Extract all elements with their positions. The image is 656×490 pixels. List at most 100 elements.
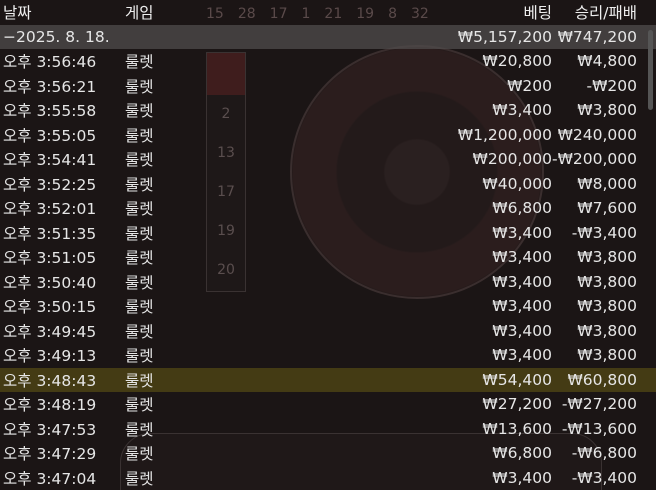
row-winloss: ₩3,800 [577,297,637,316]
row-game: 룰렛 [125,249,154,268]
recent-numbers: 15 28 17 1 21 19 8 32 [206,6,429,22]
row-bet: ₩200,000 [472,150,552,169]
row-time: 오후 3:48:43 [3,371,97,390]
table-row[interactable]: 오후 3:55:05 룰렛 ₩1,200,000 ₩240,000 [0,123,656,148]
row-game: 룰렛 [125,273,154,292]
history-number: 2 [221,106,231,122]
table-row[interactable]: 오후 3:52:01 룰렛 ₩6,800 ₩7,600 [0,196,656,221]
row-bet: ₩40,000 [482,174,552,193]
row-time: 오후 3:54:41 [3,151,97,170]
row-winloss: ₩8,000 [577,174,637,193]
row-bet: ₩3,400 [492,468,552,487]
row-winloss: ₩60,800 [567,370,637,389]
row-bet: ₩13,600 [482,419,552,438]
row-time: 오후 3:55:58 [3,102,97,121]
table-row[interactable]: 오후 3:52:25 룰렛 ₩40,000 ₩8,000 [0,172,656,197]
row-winloss: -₩6,800 [571,444,637,463]
table-row[interactable]: 오후 3:56:46 룰렛 ₩20,800 ₩4,800 [0,49,656,74]
table-row[interactable]: 오후 3:55:58 룰렛 ₩3,400 ₩3,800 [0,98,656,123]
row-winloss: -₩3,400 [571,223,637,242]
history-panel: 2 13 17 19 20 [206,52,246,292]
recent-number: 21 [324,6,343,22]
row-winloss: ₩3,800 [577,248,637,267]
table-row[interactable]: 오후 3:47:04 룰렛 ₩3,400 -₩3,400 [0,466,656,490]
row-time: 오후 3:48:19 [3,396,97,415]
row-winloss: ₩3,800 [577,272,637,291]
row-winloss: -₩13,600 [561,419,637,438]
row-bet: ₩3,400 [492,321,552,340]
row-time: 오후 3:51:35 [3,224,97,243]
table-row[interactable]: 오후 3:47:53 룰렛 ₩13,600 -₩13,600 [0,417,656,442]
table-row[interactable]: 오후 3:50:15 룰렛 ₩3,400 ₩3,800 [0,294,656,319]
row-bet: ₩20,800 [482,52,552,71]
row-time: 오후 3:47:53 [3,420,97,439]
row-game: 룰렛 [125,102,154,121]
recent-number: 17 [269,6,288,22]
row-winloss: -₩3,400 [571,468,637,487]
table-row[interactable]: 오후 3:54:41 룰렛 ₩200,000 -₩200,000 [0,147,656,172]
recent-number: 15 [206,6,224,22]
row-bet: ₩3,400 [492,101,552,120]
table-row[interactable]: 오후 3:49:13 룰렛 ₩3,400 ₩3,800 [0,343,656,368]
row-winloss: -₩27,200 [561,395,637,414]
recent-number: 19 [356,6,375,22]
row-bet: ₩200 [507,76,552,95]
row-game: 룰렛 [125,347,154,366]
row-time: 오후 3:56:21 [3,77,97,96]
row-bet: ₩3,400 [492,248,552,267]
header-game: 게임 [125,4,154,23]
row-game: 룰렛 [125,371,154,390]
recent-number: 28 [237,6,256,22]
table-row[interactable]: 오후 3:50:40 룰렛 ₩3,400 ₩3,800 [0,270,656,295]
row-game: 룰렛 [125,77,154,96]
row-game: 룰렛 [125,322,154,341]
row-time: 오후 3:50:40 [3,273,97,292]
row-game: 룰렛 [125,53,154,72]
date-group-row[interactable]: −2025. 8. 18. ₩5,157,200 ₩747,200 [0,24,656,49]
header-bet: 베팅 [523,4,552,23]
recent-number: 32 [410,6,429,22]
row-winloss: ₩3,800 [577,101,637,120]
table-row[interactable]: 오후 3:48:43 룰렛 ₩54,400 ₩60,800 [0,367,656,392]
row-time: 오후 3:49:13 [3,347,97,366]
row-bet: ₩27,200 [482,395,552,414]
group-date[interactable]: −2025. 8. 18. [3,27,110,46]
row-winloss: ₩4,800 [577,52,637,71]
row-winloss: ₩3,800 [577,346,637,365]
racetrack [120,433,602,490]
row-bet: ₩6,800 [492,444,552,463]
table-row[interactable]: 오후 3:51:35 룰렛 ₩3,400 -₩3,400 [0,221,656,246]
fire-icon [207,53,245,95]
recent-number: 1 [301,6,311,22]
row-bet: ₩3,400 [492,297,552,316]
row-bet: ₩3,400 [492,272,552,291]
row-winloss: ₩240,000 [557,125,637,144]
row-game: 룰렛 [125,298,154,317]
header-winloss: 승리/패배 [574,4,637,23]
row-time: 오후 3:55:05 [3,126,97,145]
row-game: 룰렛 [125,151,154,170]
row-time: 오후 3:52:25 [3,175,97,194]
row-game: 룰렛 [125,445,154,464]
group-winloss-total: ₩747,200 [557,27,637,46]
table-row[interactable]: 오후 3:48:19 룰렛 ₩27,200 -₩27,200 [0,392,656,417]
row-time: 오후 3:49:45 [3,322,97,341]
history-number: 17 [217,184,235,200]
row-game: 룰렛 [125,126,154,145]
row-bet: ₩3,400 [492,346,552,365]
table-row[interactable]: 오후 3:51:05 룰렛 ₩3,400 ₩3,800 [0,245,656,270]
table-row[interactable]: 오후 3:49:45 룰렛 ₩3,400 ₩3,800 [0,319,656,344]
table-row[interactable]: 오후 3:47:29 룰렛 ₩6,800 -₩6,800 [0,441,656,466]
recent-number: 8 [388,6,397,22]
row-winloss: ₩3,800 [577,321,637,340]
row-bet: ₩54,400 [482,370,552,389]
row-winloss: -₩200,000 [551,150,637,169]
row-time: 오후 3:50:15 [3,298,97,317]
scrollbar[interactable] [648,30,653,110]
row-time: 오후 3:52:01 [3,200,97,219]
table-row[interactable]: 오후 3:56:21 룰렛 ₩200 -₩200 [0,74,656,99]
history-number: 19 [217,223,235,239]
row-time: 오후 3:47:29 [3,445,97,464]
history-number: 20 [217,262,235,278]
